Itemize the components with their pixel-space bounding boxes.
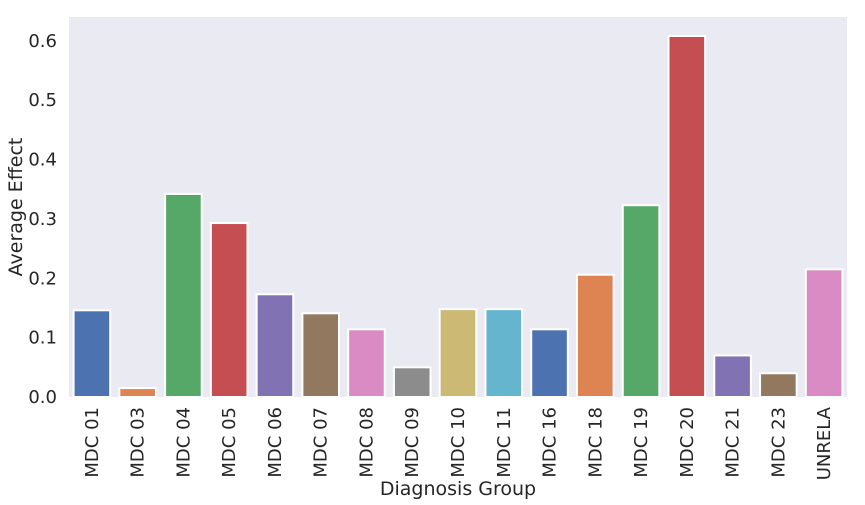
x-tick-label: MDC 16 <box>540 407 561 478</box>
x-axis-title: Diagnosis Group <box>380 478 536 500</box>
x-tick-label: MDC 09 <box>402 407 423 478</box>
x-tick-label: MDC 23 <box>768 407 789 478</box>
bar-unrela <box>804 268 844 398</box>
y-tick-label: 0.1 <box>28 328 57 349</box>
bar-mdc-16 <box>530 328 569 398</box>
x-tick-label: MDC 08 <box>356 407 377 478</box>
bar-mdc-08 <box>347 328 386 398</box>
x-tick-label: MDC 18 <box>585 407 606 478</box>
bar-mdc-09 <box>392 366 432 398</box>
bar-mdc-10 <box>438 308 478 399</box>
bar-mdc-11 <box>484 308 524 399</box>
x-tick-label: MDC 21 <box>723 407 744 478</box>
bar-mdc-05 <box>209 222 249 398</box>
bar-mdc-21 <box>713 354 752 399</box>
y-tick-label: 0.5 <box>28 90 57 111</box>
x-tick-label: MDC 07 <box>311 407 332 478</box>
x-tick-label: MDC 01 <box>82 407 103 478</box>
x-tick-labels: MDC 01 MDC 03 MDC 04 MDC 05 MDC 06 MDC 07 MDC … <box>82 406 835 480</box>
y-tick-label: 0.3 <box>28 209 57 230</box>
x-tick-label: MDC 11 <box>494 407 515 478</box>
x-tick-label: MDC 19 <box>631 407 652 478</box>
bars-group <box>72 35 844 399</box>
bar-mdc-20 <box>667 35 707 398</box>
x-tick-label: MDC 10 <box>448 407 469 478</box>
x-tick-label: MDC 05 <box>219 407 240 478</box>
bar-mdc-06 <box>255 293 295 398</box>
y-tick-label: 0.6 <box>28 31 57 52</box>
x-tick-label: MDC 06 <box>265 407 286 478</box>
bar-mdc-07 <box>301 312 341 398</box>
y-tick-label: 0.4 <box>28 150 57 171</box>
x-tick-label: UNRELA <box>814 406 835 480</box>
bar-mdc-19 <box>621 204 661 398</box>
y-tick-label: 0.2 <box>28 268 57 289</box>
bar-mdc-04 <box>164 192 203 398</box>
bar-mdc-18 <box>575 273 615 398</box>
x-tick-label: MDC 04 <box>173 407 194 478</box>
bar-mdc-03 <box>118 387 157 398</box>
y-tick-label: 0.0 <box>28 387 57 408</box>
y-axis-title: Average Effect <box>5 138 27 277</box>
x-tick-label: MDC 03 <box>128 407 149 478</box>
y-tick-labels: 0.0 0.1 0.2 0.3 0.4 0.5 0.6 <box>28 31 57 408</box>
bar-mdc-01 <box>72 309 112 398</box>
x-tick-label: MDC 20 <box>677 407 698 478</box>
bar-mdc-23 <box>759 372 798 398</box>
